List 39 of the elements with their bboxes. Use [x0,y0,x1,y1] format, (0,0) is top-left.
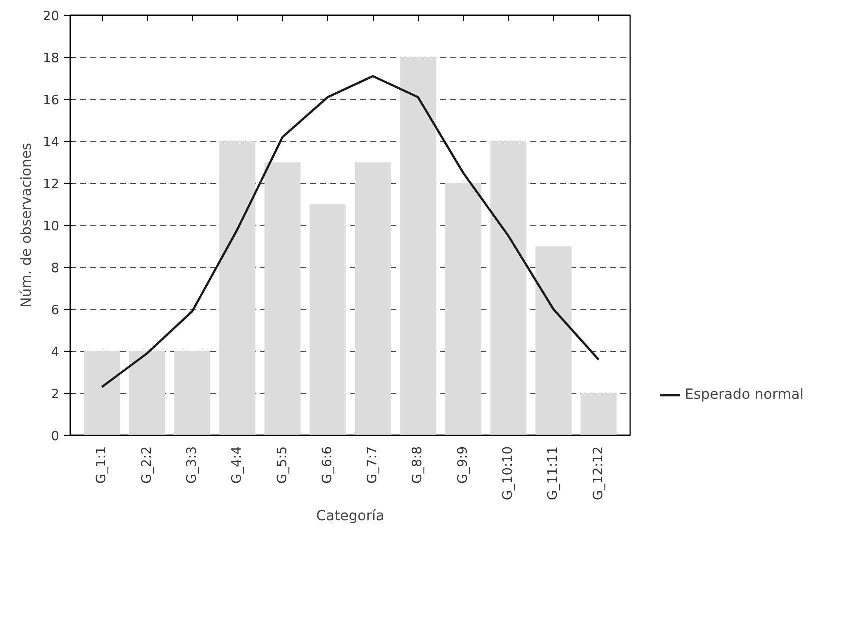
x-tick-label: G_8:8 [410,446,426,484]
x-tick-label: G_7:7 [366,446,381,484]
x-tick-label: G_9:9 [456,446,471,484]
y-tick-label: 18 [42,52,60,66]
y-tick-label: 0 [51,430,60,444]
legend-label: Esperado normal [685,387,804,403]
y-tick-label: 12 [42,178,60,192]
bar [220,142,256,436]
y-tick-label: 2 [51,388,60,402]
bar [490,142,527,436]
y-axis-title: Núm. de observaciones [18,143,35,308]
x-tick-label: G_4:4 [230,446,246,484]
bar [174,352,210,436]
x-tick-label: G_1:1 [94,446,110,484]
bar [310,204,346,436]
bar [580,394,617,436]
x-tick-label: G_11:11 [546,446,562,501]
bar [84,352,120,436]
x-tick-label: G_6:6 [320,446,336,484]
bar [445,184,482,436]
bar [400,58,436,436]
y-tick-label: 4 [51,346,60,360]
bar [129,352,166,436]
bar [536,246,572,436]
y-tick-label: 16 [42,94,60,108]
x-tick-label: G_12:12 [591,446,606,501]
y-tick-label: 20 [42,10,60,24]
line-series [101,75,600,388]
bar [355,162,392,436]
y-tick-label: 6 [51,304,60,318]
x-tick-label: G_5:5 [275,446,290,484]
y-tick-label: 10 [42,220,60,234]
bar [264,162,301,436]
x-tick-label: G_3:3 [184,446,200,484]
y-tick-label: 14 [42,136,60,150]
x-axis-title: Categoría [316,508,385,525]
y-tick-label: 8 [51,262,60,276]
x-tick-label: G_10:10 [501,446,516,501]
x-tick-label: G_2:2 [140,446,155,484]
